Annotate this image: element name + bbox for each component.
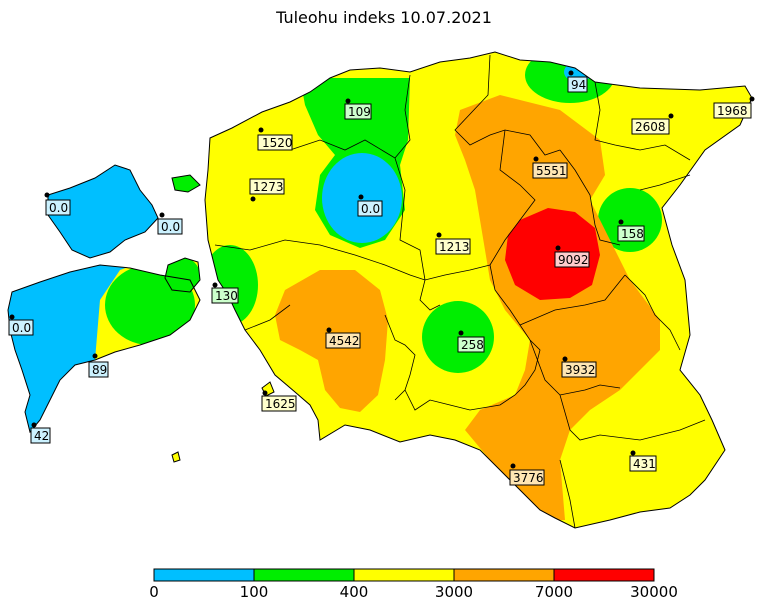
index-field xyxy=(8,52,752,528)
colorbar-tick-7000: 7000 xyxy=(534,583,574,601)
svg-text:258: 258 xyxy=(461,338,484,352)
svg-text:1273: 1273 xyxy=(253,180,284,194)
station-0-central: 0.0 xyxy=(357,194,383,217)
station-3932: 3932 xyxy=(561,356,597,378)
svg-text:2608: 2608 xyxy=(635,120,666,134)
svg-text:431: 431 xyxy=(633,457,656,471)
svg-text:5551: 5551 xyxy=(536,164,567,178)
svg-text:89: 89 xyxy=(92,363,107,377)
station-158: 158 xyxy=(617,219,645,242)
station-3776: 3776 xyxy=(509,463,545,486)
colorbar-tick-100: 100 xyxy=(239,583,269,601)
map-title: Tuleohu indeks 10.07.2021 xyxy=(276,8,492,27)
colorbar-tick-400: 400 xyxy=(339,583,369,601)
station-5551: 5551 xyxy=(532,156,568,179)
svg-text:109: 109 xyxy=(348,105,371,119)
station-1520: 1520 xyxy=(257,127,293,151)
colorbar-tick-30000: 30000 xyxy=(630,583,678,601)
station-0-hiiumaa-w: 0.0 xyxy=(44,192,71,216)
station-9092: 9092 xyxy=(554,245,590,268)
svg-text:0.0: 0.0 xyxy=(12,321,31,335)
station-2608: 2608 xyxy=(631,113,674,135)
colorbar-segment-7000-30000 xyxy=(554,569,654,581)
svg-text:3932: 3932 xyxy=(565,363,596,377)
svg-text:9092: 9092 xyxy=(558,253,589,267)
svg-text:1213: 1213 xyxy=(439,240,470,254)
station-109: 109 xyxy=(344,98,372,120)
svg-text:1968: 1968 xyxy=(717,104,748,118)
station-1625: 1625 xyxy=(261,390,297,412)
colorbar-segment-400-3000 xyxy=(354,569,454,581)
svg-text:42: 42 xyxy=(34,429,49,443)
stations: 1520 109 94 2608 1968 5551 xyxy=(8,70,755,486)
station-1273: 1273 xyxy=(249,178,285,202)
svg-text:0.0: 0.0 xyxy=(49,201,68,215)
station-42: 42 xyxy=(30,422,51,444)
station-1213: 1213 xyxy=(435,232,471,255)
station-258: 258 xyxy=(457,330,485,353)
station-1968: 1968 xyxy=(713,96,755,119)
svg-text:1520: 1520 xyxy=(262,136,293,150)
county-borders xyxy=(214,54,706,529)
station-94: 94 xyxy=(567,70,588,93)
station-0-saaremaa: 0.0 xyxy=(8,314,34,336)
svg-text:4542: 4542 xyxy=(329,334,360,348)
station-4542: 4542 xyxy=(325,327,361,349)
svg-text:0.0: 0.0 xyxy=(361,202,380,216)
svg-text:1625: 1625 xyxy=(265,397,296,411)
colorbar-segment-100-400 xyxy=(254,569,354,581)
station-130: 130 xyxy=(211,282,239,304)
svg-text:94: 94 xyxy=(571,78,586,92)
colorbar-segment-3000-7000 xyxy=(454,569,554,581)
colorbar-segment-0-100 xyxy=(154,569,254,581)
svg-text:0.0: 0.0 xyxy=(161,220,180,234)
colorbar xyxy=(153,568,655,582)
station-89: 89 xyxy=(88,353,109,378)
svg-text:158: 158 xyxy=(621,227,644,241)
colorbar-tick-0: 0 xyxy=(149,583,159,601)
station-0-hiiumaa-e: 0.0 xyxy=(157,212,183,235)
colorbar-tick-3000: 3000 xyxy=(434,583,474,601)
coastline xyxy=(7,51,753,529)
svg-text:130: 130 xyxy=(215,289,238,303)
station-431: 431 xyxy=(629,450,657,472)
svg-text:3776: 3776 xyxy=(513,471,544,485)
